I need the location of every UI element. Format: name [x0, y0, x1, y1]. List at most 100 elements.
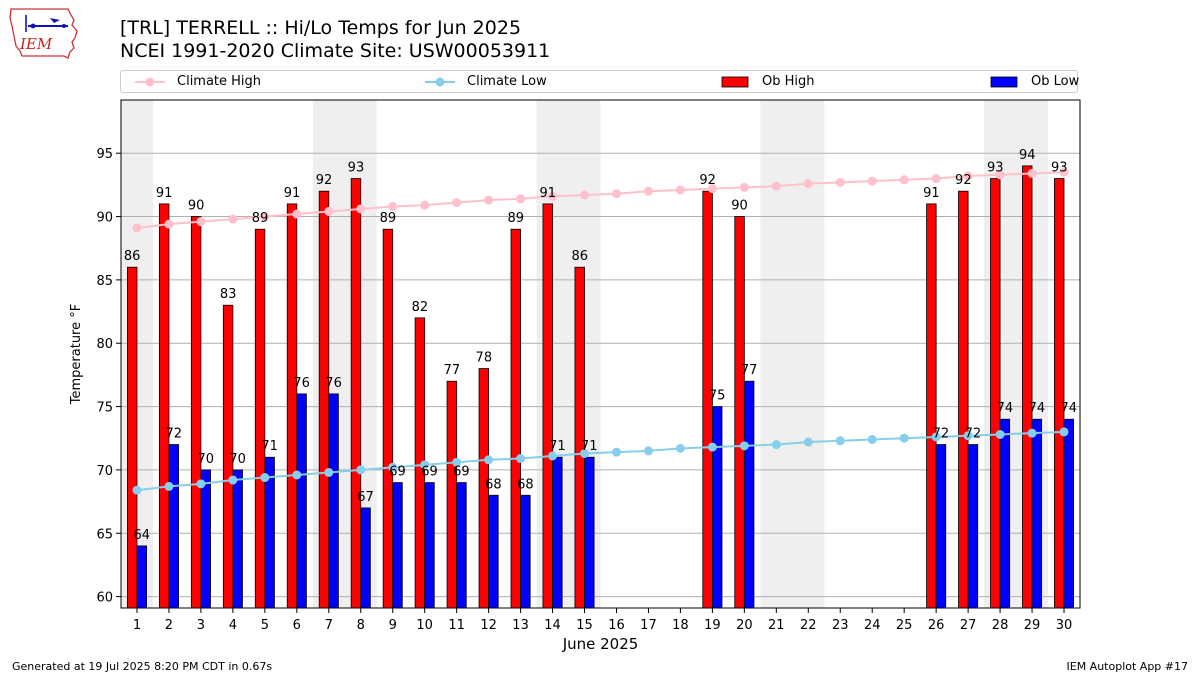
climate-high-point	[1059, 167, 1069, 177]
ob-high-label: 89	[380, 211, 397, 226]
legend-swatch	[425, 77, 455, 87]
ob-high-label: 82	[412, 300, 429, 315]
plot-frame	[120, 99, 1081, 609]
climate-high-point	[132, 223, 142, 233]
climate-low-point	[771, 440, 781, 450]
chart-title: [TRL] TERRELL :: Hi/Lo Temps for Jun 202…	[120, 17, 522, 39]
ob-high-label: 91	[923, 186, 940, 201]
x-tick-label: 25	[896, 618, 913, 633]
legend-label: Ob Low	[1031, 74, 1080, 89]
weekend-shade	[792, 100, 825, 608]
ob-low-label: 68	[517, 477, 534, 492]
ob-low-label: 74	[1029, 401, 1046, 416]
x-tick-label: 23	[832, 618, 849, 633]
x-tick-label: 18	[672, 618, 689, 633]
ob-high-label: 91	[156, 186, 173, 201]
ob-low-label: 67	[357, 490, 374, 505]
ob-low-bar	[424, 482, 435, 609]
ob-high-bar	[1054, 178, 1065, 609]
y-tick-label: 60	[96, 591, 113, 606]
ob-low-label: 72	[165, 427, 182, 442]
ob-low-label: 70	[197, 452, 214, 467]
x-tick-label: 5	[261, 618, 269, 633]
climate-high-point	[292, 209, 302, 219]
x-tick-label: 22	[800, 618, 817, 633]
ob-low-bar	[967, 444, 979, 609]
climate-low-line	[136, 430, 1065, 492]
ob-high-bar	[254, 228, 266, 609]
ob-low-bar	[552, 456, 563, 609]
ob-low-label: 69	[453, 465, 470, 480]
x-tick-label: 30	[1056, 618, 1073, 633]
ob-low-label: 70	[229, 452, 246, 467]
ob-high-label: 91	[284, 186, 301, 201]
climate-low-point	[739, 441, 749, 451]
x-tick-label: 14	[544, 618, 561, 633]
x-tick-label: 24	[864, 618, 881, 633]
ob-low-bar	[360, 507, 371, 609]
ob-low-label: 76	[325, 376, 342, 391]
climate-high-point	[196, 217, 206, 227]
ob-low-label: 71	[581, 439, 598, 454]
y-tick-label: 70	[96, 464, 113, 479]
climate-high-point	[356, 204, 366, 214]
x-tick-label: 7	[325, 618, 333, 633]
chart-legend: Climate High Climate Low Ob High Ob Low	[120, 70, 1080, 93]
ob-high-bar	[990, 178, 1001, 609]
climate-low-point	[803, 437, 813, 447]
wind-vane-icon	[50, 18, 60, 23]
climate-low-point	[132, 485, 142, 495]
x-tick-label: 26	[928, 618, 945, 633]
climate-high-point	[995, 170, 1005, 180]
x-tick-label: 11	[448, 618, 465, 633]
climate-low-point	[164, 481, 174, 491]
x-tick-label: 12	[480, 618, 497, 633]
x-tick-label: 17	[640, 618, 657, 633]
ob-low-bar	[520, 494, 531, 609]
climate-low-point	[548, 451, 558, 461]
climate-high-point	[452, 198, 462, 208]
ob-low-bar	[136, 545, 147, 609]
ob-low-bar	[296, 393, 307, 609]
legend-swatch	[135, 77, 165, 87]
ob-low-label: 71	[261, 439, 278, 454]
climate-high-point	[420, 200, 430, 210]
ob-low-label: 77	[741, 363, 758, 378]
climate-high-point	[899, 175, 909, 185]
ob-low-bar	[935, 444, 947, 609]
ob-high-label: 93	[987, 161, 1004, 176]
climate-low-point	[1059, 427, 1069, 437]
ob-high-label: 90	[731, 199, 748, 214]
ob-low-label: 64	[134, 528, 151, 543]
instrument-dot-icon	[30, 23, 36, 29]
climate-low-point	[196, 479, 206, 489]
climate-low-point	[516, 454, 526, 464]
climate-high-line	[136, 171, 1065, 229]
ob-low-bar	[1063, 418, 1075, 609]
ob-low-bar	[168, 444, 179, 609]
climate-high-point	[835, 177, 845, 187]
ob-high-label: 94	[1019, 148, 1036, 163]
y-axis-label: Temperature °F	[69, 304, 84, 405]
climate-low-point	[963, 431, 973, 441]
x-tick-label: 13	[512, 618, 529, 633]
climate-low-point	[611, 447, 621, 457]
x-tick-label: 9	[389, 618, 397, 633]
climate-low-point	[324, 467, 334, 477]
climate-high-point	[484, 195, 494, 205]
ob-low-bar	[392, 482, 403, 609]
climate-high-point	[260, 212, 270, 222]
iem-logo: IEM	[9, 8, 78, 59]
ob-low-bar	[232, 469, 243, 609]
ob-low-label: 69	[421, 465, 438, 480]
ob-high-bar	[1022, 165, 1033, 609]
logo-text: IEM	[19, 35, 53, 53]
climate-low-point	[995, 429, 1005, 439]
climate-high-point	[516, 194, 526, 204]
x-tick-label: 10	[416, 618, 433, 633]
ob-high-bar	[926, 203, 937, 609]
ob-low-label: 76	[293, 376, 310, 391]
ob-high-bar	[382, 228, 394, 609]
x-tick-label: 21	[768, 618, 785, 633]
climate-low-point	[643, 446, 653, 456]
